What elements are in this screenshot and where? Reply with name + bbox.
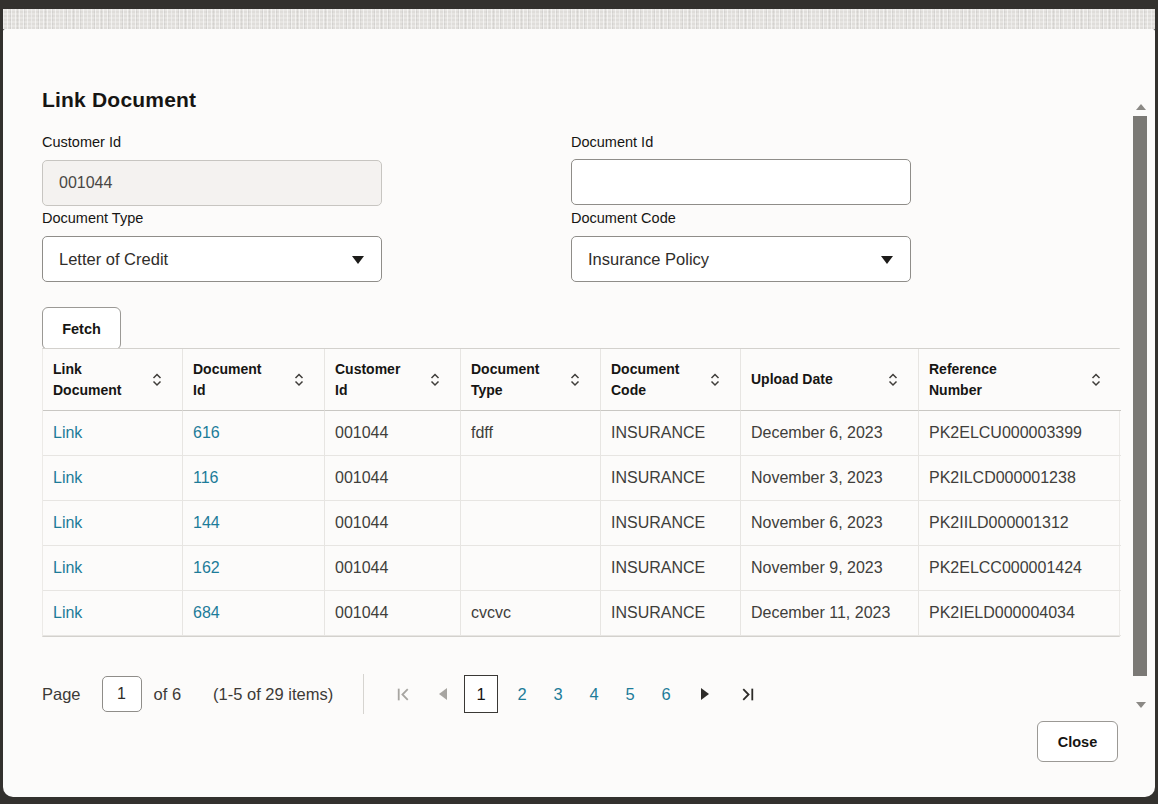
- link-action-link[interactable]: Link: [43, 546, 183, 591]
- customer-id-cell: 001044: [325, 546, 461, 591]
- column-header-label: Document Code: [611, 359, 679, 401]
- column-header-label: Link Document: [53, 359, 121, 401]
- column-header-reference-number[interactable]: Reference Number: [919, 349, 1121, 411]
- reference-number-cell: PK2IILD000001312: [919, 501, 1121, 546]
- vertical-scrollbar[interactable]: [1132, 100, 1150, 708]
- reference-number-cell: PK2ELCC000001424: [919, 546, 1121, 591]
- column-header-document-id[interactable]: Document Id: [183, 349, 325, 411]
- reference-number-cell: PK2IELD000004034: [919, 591, 1121, 636]
- customer-id-cell: 001044: [325, 501, 461, 546]
- upload-date-cell: November 9, 2023: [741, 546, 919, 591]
- document-code-select[interactable]: Insurance Policy: [571, 236, 911, 282]
- document-code-cell: INSURANCE: [601, 501, 741, 546]
- link-action-link[interactable]: Link: [43, 411, 183, 456]
- document-id-link[interactable]: 144: [183, 501, 325, 546]
- document-id-link[interactable]: 116: [183, 456, 325, 501]
- close-button[interactable]: Close: [1037, 721, 1118, 762]
- previous-page-icon[interactable]: [430, 679, 456, 709]
- document-code-cell: INSURANCE: [601, 411, 741, 456]
- customer-id-cell: 001044: [325, 591, 461, 636]
- customer-id-input[interactable]: [42, 160, 382, 206]
- document-id-link[interactable]: 162: [183, 546, 325, 591]
- triangle-right-icon: [701, 688, 709, 700]
- scroll-up-icon[interactable]: [1136, 104, 1146, 110]
- document-code-cell: INSURANCE: [601, 546, 741, 591]
- link-action-link[interactable]: Link: [43, 501, 183, 546]
- customer-id-cell: 001044: [325, 456, 461, 501]
- document-code-selected-value: Insurance Policy: [588, 250, 709, 269]
- upload-date-cell: December 6, 2023: [741, 411, 919, 456]
- column-header-document-code[interactable]: Document Code: [601, 349, 741, 411]
- column-header-upload-date[interactable]: Upload Date: [741, 349, 919, 411]
- column-header-label: Customer Id: [335, 359, 400, 401]
- page-number-input[interactable]: [102, 676, 142, 712]
- page-link[interactable]: 6: [659, 685, 673, 704]
- sort-icon[interactable]: [708, 372, 722, 387]
- fetch-button[interactable]: Fetch: [42, 307, 121, 350]
- page-count-label: of 6: [154, 685, 182, 704]
- document-type-select[interactable]: Letter of Credit: [42, 236, 382, 282]
- column-header-customer-id[interactable]: Customer Id: [325, 349, 461, 411]
- document-type-cell: cvcvc: [461, 591, 601, 636]
- sort-icon[interactable]: [428, 372, 442, 387]
- column-header-document-type[interactable]: Document Type: [461, 349, 601, 411]
- sort-icon[interactable]: [1089, 372, 1103, 387]
- background-page-strip: [3, 9, 1155, 29]
- dialog-title: Link Document: [42, 88, 196, 112]
- last-page-icon[interactable]: [734, 679, 760, 709]
- chevron-down-icon: [881, 256, 893, 264]
- column-header-label: Reference Number: [929, 359, 997, 401]
- page-link[interactable]: 3: [551, 685, 565, 704]
- column-header-label: Upload Date: [751, 369, 833, 390]
- triangle-left-icon: [439, 688, 447, 700]
- document-type-cell: [461, 501, 601, 546]
- document-id-input[interactable]: [571, 159, 911, 205]
- document-type-cell: [461, 546, 601, 591]
- sort-icon[interactable]: [292, 372, 306, 387]
- page-link[interactable]: 2: [515, 685, 529, 704]
- page-link[interactable]: 5: [623, 685, 637, 704]
- document-id-link[interactable]: 616: [183, 411, 325, 456]
- document-type-cell: fdff: [461, 411, 601, 456]
- sort-icon[interactable]: [568, 372, 582, 387]
- pagination-divider: [363, 674, 364, 714]
- document-type-selected-value: Letter of Credit: [59, 250, 168, 269]
- scroll-down-icon[interactable]: [1136, 702, 1146, 708]
- page-link[interactable]: 4: [587, 685, 601, 704]
- sort-icon[interactable]: [886, 372, 900, 387]
- items-range-label: (1-5 of 29 items): [213, 685, 333, 704]
- document-code-label: Document Code: [571, 210, 676, 226]
- customer-id-label: Customer Id: [42, 134, 121, 150]
- page-label: Page: [42, 685, 81, 704]
- scrollbar-thumb[interactable]: [1133, 116, 1147, 676]
- document-code-cell: INSURANCE: [601, 591, 741, 636]
- upload-date-cell: November 6, 2023: [741, 501, 919, 546]
- page-number-list: 1 2 3 4 5 6: [462, 675, 684, 713]
- document-type-cell: [461, 456, 601, 501]
- next-page-icon[interactable]: [692, 679, 718, 709]
- upload-date-cell: December 11, 2023: [741, 591, 919, 636]
- document-code-cell: INSURANCE: [601, 456, 741, 501]
- documents-table: Link Document Document Id Customer Id Do…: [42, 348, 1120, 637]
- reference-number-cell: PK2ILCD000001238: [919, 456, 1121, 501]
- customer-id-cell: 001044: [325, 411, 461, 456]
- document-type-label: Document Type: [42, 210, 143, 226]
- column-header-label: Document Id: [193, 359, 261, 401]
- link-action-link[interactable]: Link: [43, 456, 183, 501]
- sort-icon[interactable]: [150, 372, 164, 387]
- first-page-icon[interactable]: [390, 679, 416, 709]
- link-document-dialog: Link Document Customer Id Document Id Do…: [3, 29, 1155, 797]
- chevron-down-icon: [352, 256, 364, 264]
- column-header-label: Document Type: [471, 359, 539, 401]
- link-action-link[interactable]: Link: [43, 591, 183, 636]
- reference-number-cell: PK2ELCU000003399: [919, 411, 1121, 456]
- pagination-bar: Page of 6 (1-5 of 29 items) 1 2 3 4 5 6: [42, 671, 760, 717]
- document-id-link[interactable]: 684: [183, 591, 325, 636]
- page-link-current[interactable]: 1: [464, 675, 498, 713]
- upload-date-cell: November 3, 2023: [741, 456, 919, 501]
- document-id-label: Document Id: [571, 134, 653, 150]
- column-header-link-document[interactable]: Link Document: [43, 349, 183, 411]
